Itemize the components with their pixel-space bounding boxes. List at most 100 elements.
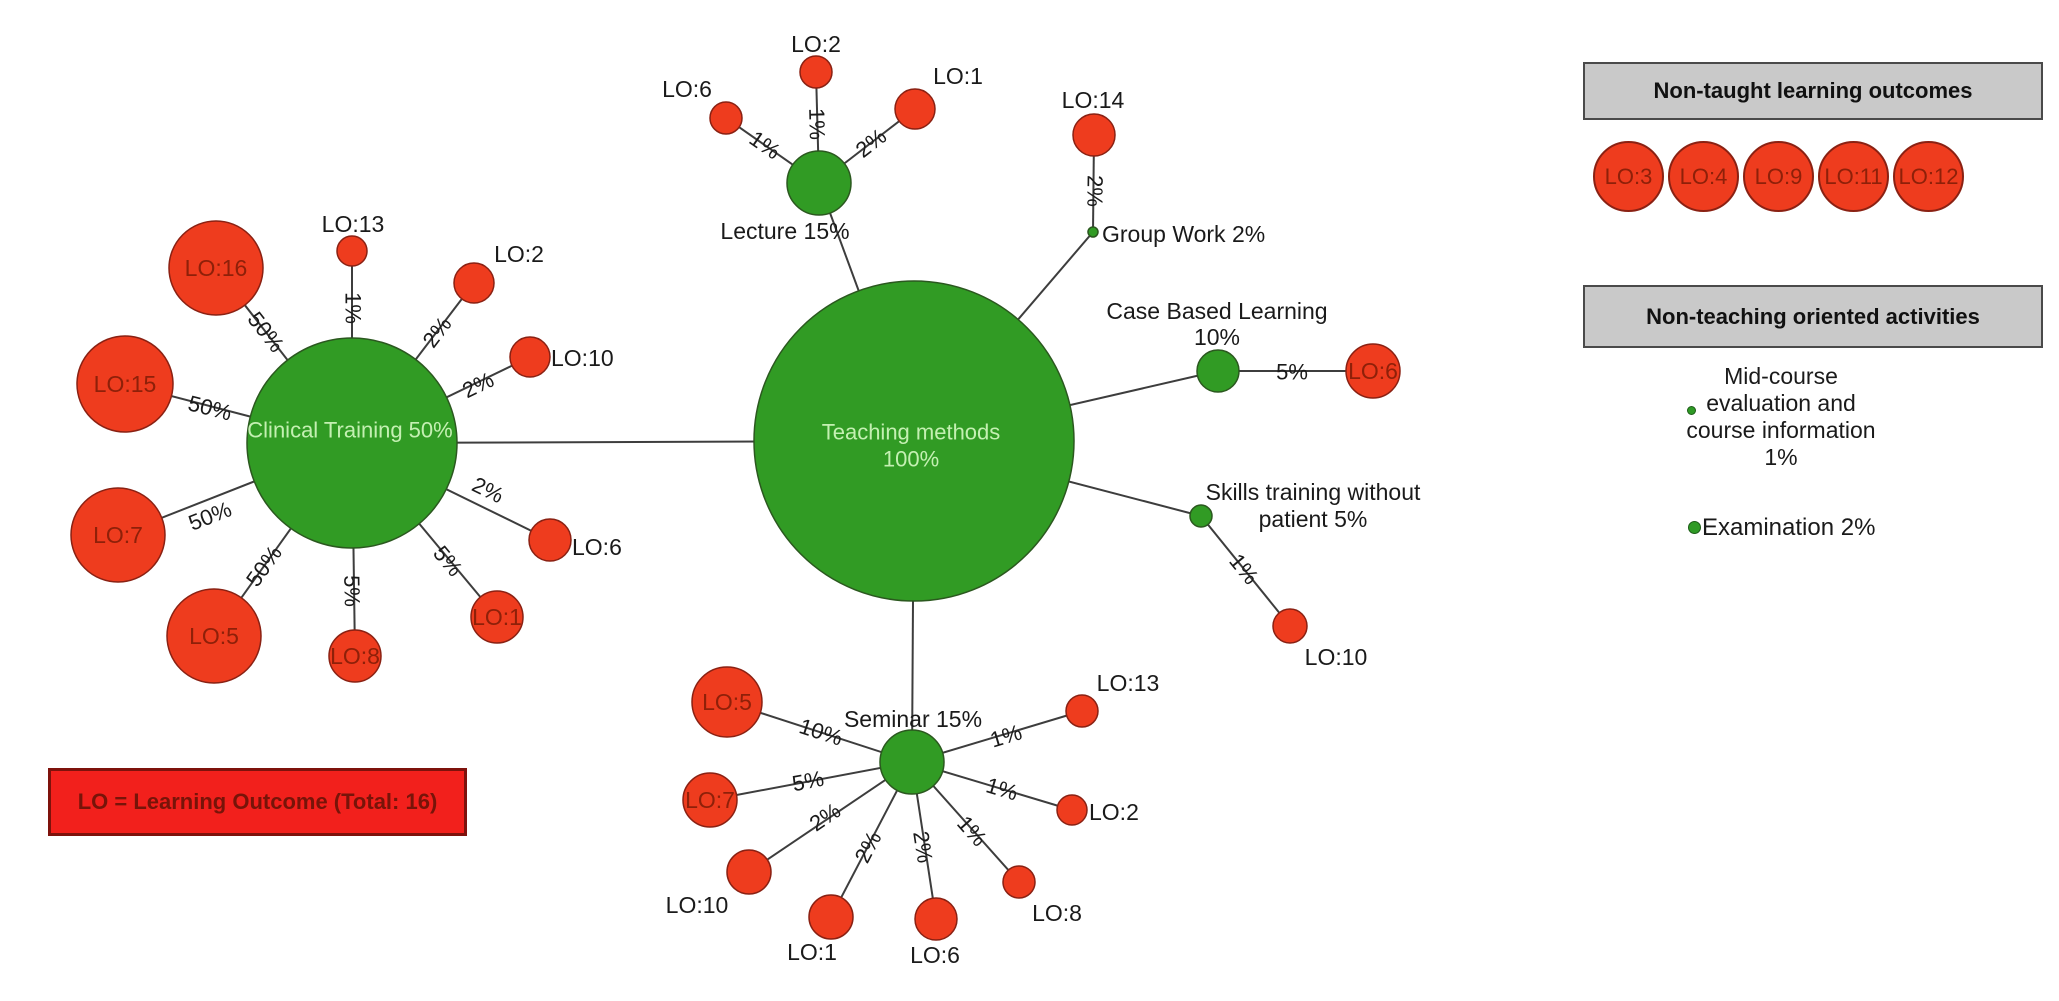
node-lo2-clinical [453, 262, 495, 304]
node-lo1-seminar [808, 894, 854, 940]
label-lo10-clinical: LO:10 [551, 345, 614, 371]
label-skills-training: Skills training without [1206, 479, 1421, 505]
node-lo13-seminar [1065, 694, 1099, 728]
edge-label-clinical-training-lo8-clinical: 5% [339, 575, 364, 607]
node-lo5-clinical [166, 588, 262, 684]
examination-label: Examination 2% [1702, 514, 1876, 541]
node-lo7-seminar [682, 772, 738, 828]
edge-label-seminar-lo2-seminar: 1% [983, 772, 1021, 805]
node-lo5-seminar [691, 666, 763, 738]
node-case-based-learning [1196, 349, 1240, 393]
label-lo16-clinical: LO:16 [185, 255, 248, 281]
label-lo5-seminar: LO:5 [702, 689, 752, 715]
label-lo2-seminar: LO:2 [1089, 799, 1139, 825]
non-taught-outcome-4: LO:12 [1893, 141, 1964, 212]
edge-label-seminar-lo13-seminar: 1% [987, 719, 1025, 752]
node-lo2-lecture [799, 55, 833, 89]
edge-skills-training-lo10-skills [1200, 515, 1291, 627]
edge-label-skills-training-lo10-skills: 1% [1224, 549, 1263, 589]
edge-label-lecture-lo2-lecture: 1% [804, 108, 830, 140]
non-taught-outcome-1: LO:4 [1668, 141, 1739, 212]
node-lo6-clinical [528, 518, 572, 562]
node-lo8-clinical [328, 629, 382, 683]
non-taught-outcomes-row: LO:3 LO:4 LO:9 LO:11 LO:12 [1593, 141, 1964, 212]
node-lo1-clinical [470, 590, 524, 644]
node-lo14-groupwork [1072, 113, 1116, 157]
node-lo2-seminar [1056, 794, 1088, 826]
label-case-based-learning: Case Based Learning [1106, 298, 1327, 324]
label-lo6-seminar: LO:6 [910, 942, 960, 968]
node-lo6-lecture [709, 101, 743, 135]
label-group-work: Group Work 2% [1102, 221, 1265, 247]
node-lo15-clinical [76, 335, 174, 433]
node-lo1-lecture [894, 88, 936, 130]
label-lo8-seminar: LO:8 [1032, 900, 1082, 926]
edge-label-clinical-training-lo2-clinical: 2% [417, 312, 456, 352]
label-teaching-methods: Teaching methods [822, 420, 1001, 445]
label-lo2-lecture: LO:2 [791, 31, 841, 57]
edge-label-clinical-training-lo7-clinical: 50% [185, 496, 235, 535]
label-clinical-training: Clinical Training 50% [247, 418, 452, 443]
edge-label-clinical-training-lo10-clinical: 2% [458, 367, 498, 403]
label-lo6-lecture: LO:6 [662, 76, 712, 102]
node-skills-training [1189, 504, 1213, 528]
node-lo8-seminar [1002, 865, 1036, 899]
edge-label-seminar-lo7-seminar: 5% [790, 766, 826, 796]
edge-label-group-work-lo14-groupwork: 2% [1082, 175, 1107, 207]
label-seminar: Seminar 15% [844, 706, 982, 732]
label-lo5-clinical: LO:5 [189, 623, 239, 649]
node-lo6-seminar [914, 897, 958, 941]
edge-label-seminar-lo5-seminar: 10% [796, 713, 846, 750]
edge-label-lecture-lo1-lecture: 2% [851, 123, 891, 162]
edge-label-seminar-lo6-seminar: 2% [908, 829, 938, 864]
examination-dot [1688, 521, 1701, 534]
node-lo7-clinical [70, 487, 166, 583]
node-teaching-methods [753, 280, 1075, 602]
node-clinical-training [246, 337, 458, 549]
label-lo14-groupwork: LO:14 [1062, 87, 1125, 113]
non-teaching-header: Non-teaching oriented activities [1583, 285, 2043, 348]
label-lo10-seminar: LO:10 [666, 892, 729, 918]
non-taught-outcome-3: LO:11 [1818, 141, 1889, 212]
label-lecture: Lecture 15% [720, 218, 849, 244]
node-group-work [1087, 226, 1099, 238]
label-lo1-lecture: LO:1 [933, 63, 983, 89]
node-lo6-case [1345, 343, 1401, 399]
label-skills-training: patient 5% [1259, 506, 1368, 532]
edge-label-clinical-training-lo13-clinical: 1% [341, 292, 366, 324]
node-lecture [786, 150, 852, 216]
label-lo10-skills: LO:10 [1305, 644, 1368, 670]
node-seminar [879, 729, 945, 795]
edge-label-seminar-lo1-seminar: 2% [850, 827, 887, 867]
edge-label-clinical-training-lo15-clinical: 50% [186, 390, 235, 425]
label-lo13-seminar: LO:13 [1097, 670, 1160, 696]
node-lo10-clinical [509, 336, 551, 378]
label-lo7-clinical: LO:7 [93, 522, 143, 548]
label-lo1-clinical: LO:1 [472, 604, 522, 630]
edge-label-case-based-learning-lo6-case: 5% [1276, 360, 1308, 385]
node-lo13-clinical [336, 235, 368, 267]
mid-course-label: Mid-course evaluation and course informa… [1686, 363, 1876, 470]
edge-label-clinical-training-lo16-clinical: 50% [243, 307, 290, 357]
label-lo6-case: LO:6 [1348, 358, 1398, 384]
label-case-based-learning: 10% [1194, 324, 1240, 350]
label-lo8-clinical: LO:8 [330, 643, 380, 669]
label-lo1-seminar: LO:1 [787, 939, 837, 965]
lo-legend-box: LO = Learning Outcome (Total: 16) [48, 768, 467, 836]
label-teaching-methods: 100% [883, 447, 939, 472]
label-lo2-clinical: LO:2 [494, 241, 544, 267]
label-lo6-clinical: LO:6 [572, 534, 622, 560]
non-taught-outcome-2: LO:9 [1743, 141, 1814, 212]
edge-label-clinical-training-lo5-clinical: 50% [241, 541, 287, 591]
node-lo10-skills [1272, 608, 1308, 644]
non-taught-outcome-0: LO:3 [1593, 141, 1664, 212]
node-lo10-seminar [726, 849, 772, 895]
label-lo13-clinical: LO:13 [322, 211, 385, 237]
mid-course-dot [1687, 406, 1696, 415]
label-lo7-seminar: LO:7 [685, 787, 735, 813]
edge-label-lecture-lo6-lecture: 1% [745, 126, 785, 165]
edge-seminar-lo10-seminar [748, 761, 913, 873]
edge-seminar-lo7-seminar [709, 761, 913, 801]
